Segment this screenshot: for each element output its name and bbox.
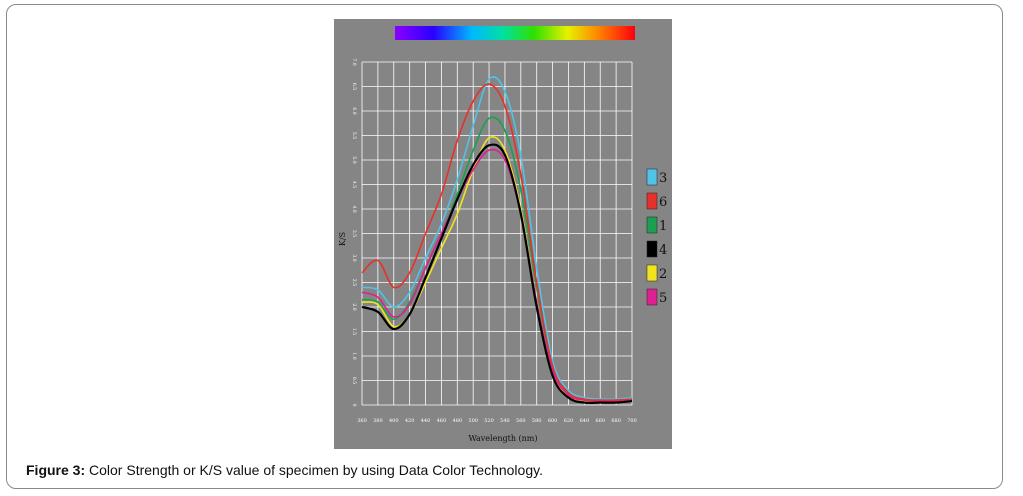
legend-swatch-4 bbox=[646, 240, 658, 258]
x-tick-label: 540 bbox=[500, 418, 510, 424]
y-tick-label: 1.0 bbox=[351, 352, 357, 359]
y-tick-label: 5.0 bbox=[351, 156, 357, 163]
x-tick-label: 580 bbox=[532, 418, 542, 424]
x-tick-label: 620 bbox=[564, 418, 574, 424]
y-tick-label: 0 bbox=[351, 404, 357, 407]
x-tick-label: 520 bbox=[484, 418, 494, 424]
x-tick-label: 440 bbox=[421, 418, 431, 424]
x-tick-label: 460 bbox=[437, 418, 447, 424]
y-tick-label: 0.5 bbox=[351, 377, 357, 384]
legend-label-2: 2 bbox=[659, 267, 667, 282]
chart-figure: 0 0.5 1.0 1.5 2.0 2.5 3.0 3.5 4.0 4.5 5.0 5.5 6.0 6.5… bbox=[334, 19, 672, 449]
x-tick-label: 680 bbox=[611, 418, 621, 424]
x-tick-label: 480 bbox=[453, 418, 463, 424]
x-tick-label: 660 bbox=[595, 418, 605, 424]
legend-swatch-3 bbox=[646, 168, 658, 186]
series-line-3 bbox=[361, 76, 633, 401]
x-tick-label: 600 bbox=[548, 418, 558, 424]
y-tick-label: 3.0 bbox=[351, 254, 357, 261]
y-tick-label: 2.0 bbox=[351, 303, 357, 310]
legend-swatch-6 bbox=[646, 192, 658, 210]
legend-label-3: 3 bbox=[659, 171, 667, 186]
caption-text: Color Strength or K/S value of specimen … bbox=[85, 462, 543, 478]
y-tick-label: 6.0 bbox=[351, 107, 357, 114]
spectrum-bar bbox=[395, 26, 635, 40]
x-tick-label: 400 bbox=[389, 418, 399, 424]
x-tick-label: 640 bbox=[580, 418, 590, 424]
ks-line-chart: 0 0.5 1.0 1.5 2.0 2.5 3.0 3.5 4.0 4.5 5.0 5.5 6.0 6.5… bbox=[334, 19, 672, 449]
series-line-5 bbox=[361, 148, 633, 402]
legend-label-5: 5 bbox=[659, 291, 667, 306]
legend-label-4: 4 bbox=[659, 243, 667, 258]
y-tick-label: 2.5 bbox=[351, 279, 357, 286]
legend-swatch-2 bbox=[646, 264, 658, 282]
y-tick-label: 3.5 bbox=[351, 230, 357, 237]
y-tick-label: 7.0 bbox=[351, 58, 357, 65]
chart-background bbox=[334, 19, 672, 449]
legend-label-1: 1 bbox=[659, 219, 667, 234]
x-axis-label: Wavelength (nm) bbox=[468, 434, 537, 443]
legend-swatch-1 bbox=[646, 216, 658, 234]
figure-caption: Figure 3: Color Strength or K/S value of… bbox=[26, 462, 543, 478]
x-tick-label: 420 bbox=[405, 418, 415, 424]
y-tick-label: 4.5 bbox=[351, 181, 357, 188]
x-tick-label: 360 bbox=[357, 418, 367, 424]
y-tick-label: 1.5 bbox=[351, 328, 357, 335]
legend-swatch-5 bbox=[646, 288, 658, 306]
series-line-6 bbox=[361, 83, 633, 402]
x-tick-label: 500 bbox=[468, 418, 478, 424]
x-tick-label: 560 bbox=[516, 418, 526, 424]
y-tick-label: 4.0 bbox=[351, 205, 357, 212]
caption-label: Figure 3: bbox=[26, 462, 86, 478]
legend-label-6: 6 bbox=[659, 195, 667, 210]
y-tick-label: 5.5 bbox=[351, 132, 357, 139]
x-tick-label: 380 bbox=[373, 418, 383, 424]
x-tick-label: 700 bbox=[627, 418, 637, 424]
series-line-4 bbox=[361, 143, 633, 405]
y-tick-label: 6.5 bbox=[351, 83, 357, 90]
y-axis-label: K/S bbox=[338, 232, 347, 246]
